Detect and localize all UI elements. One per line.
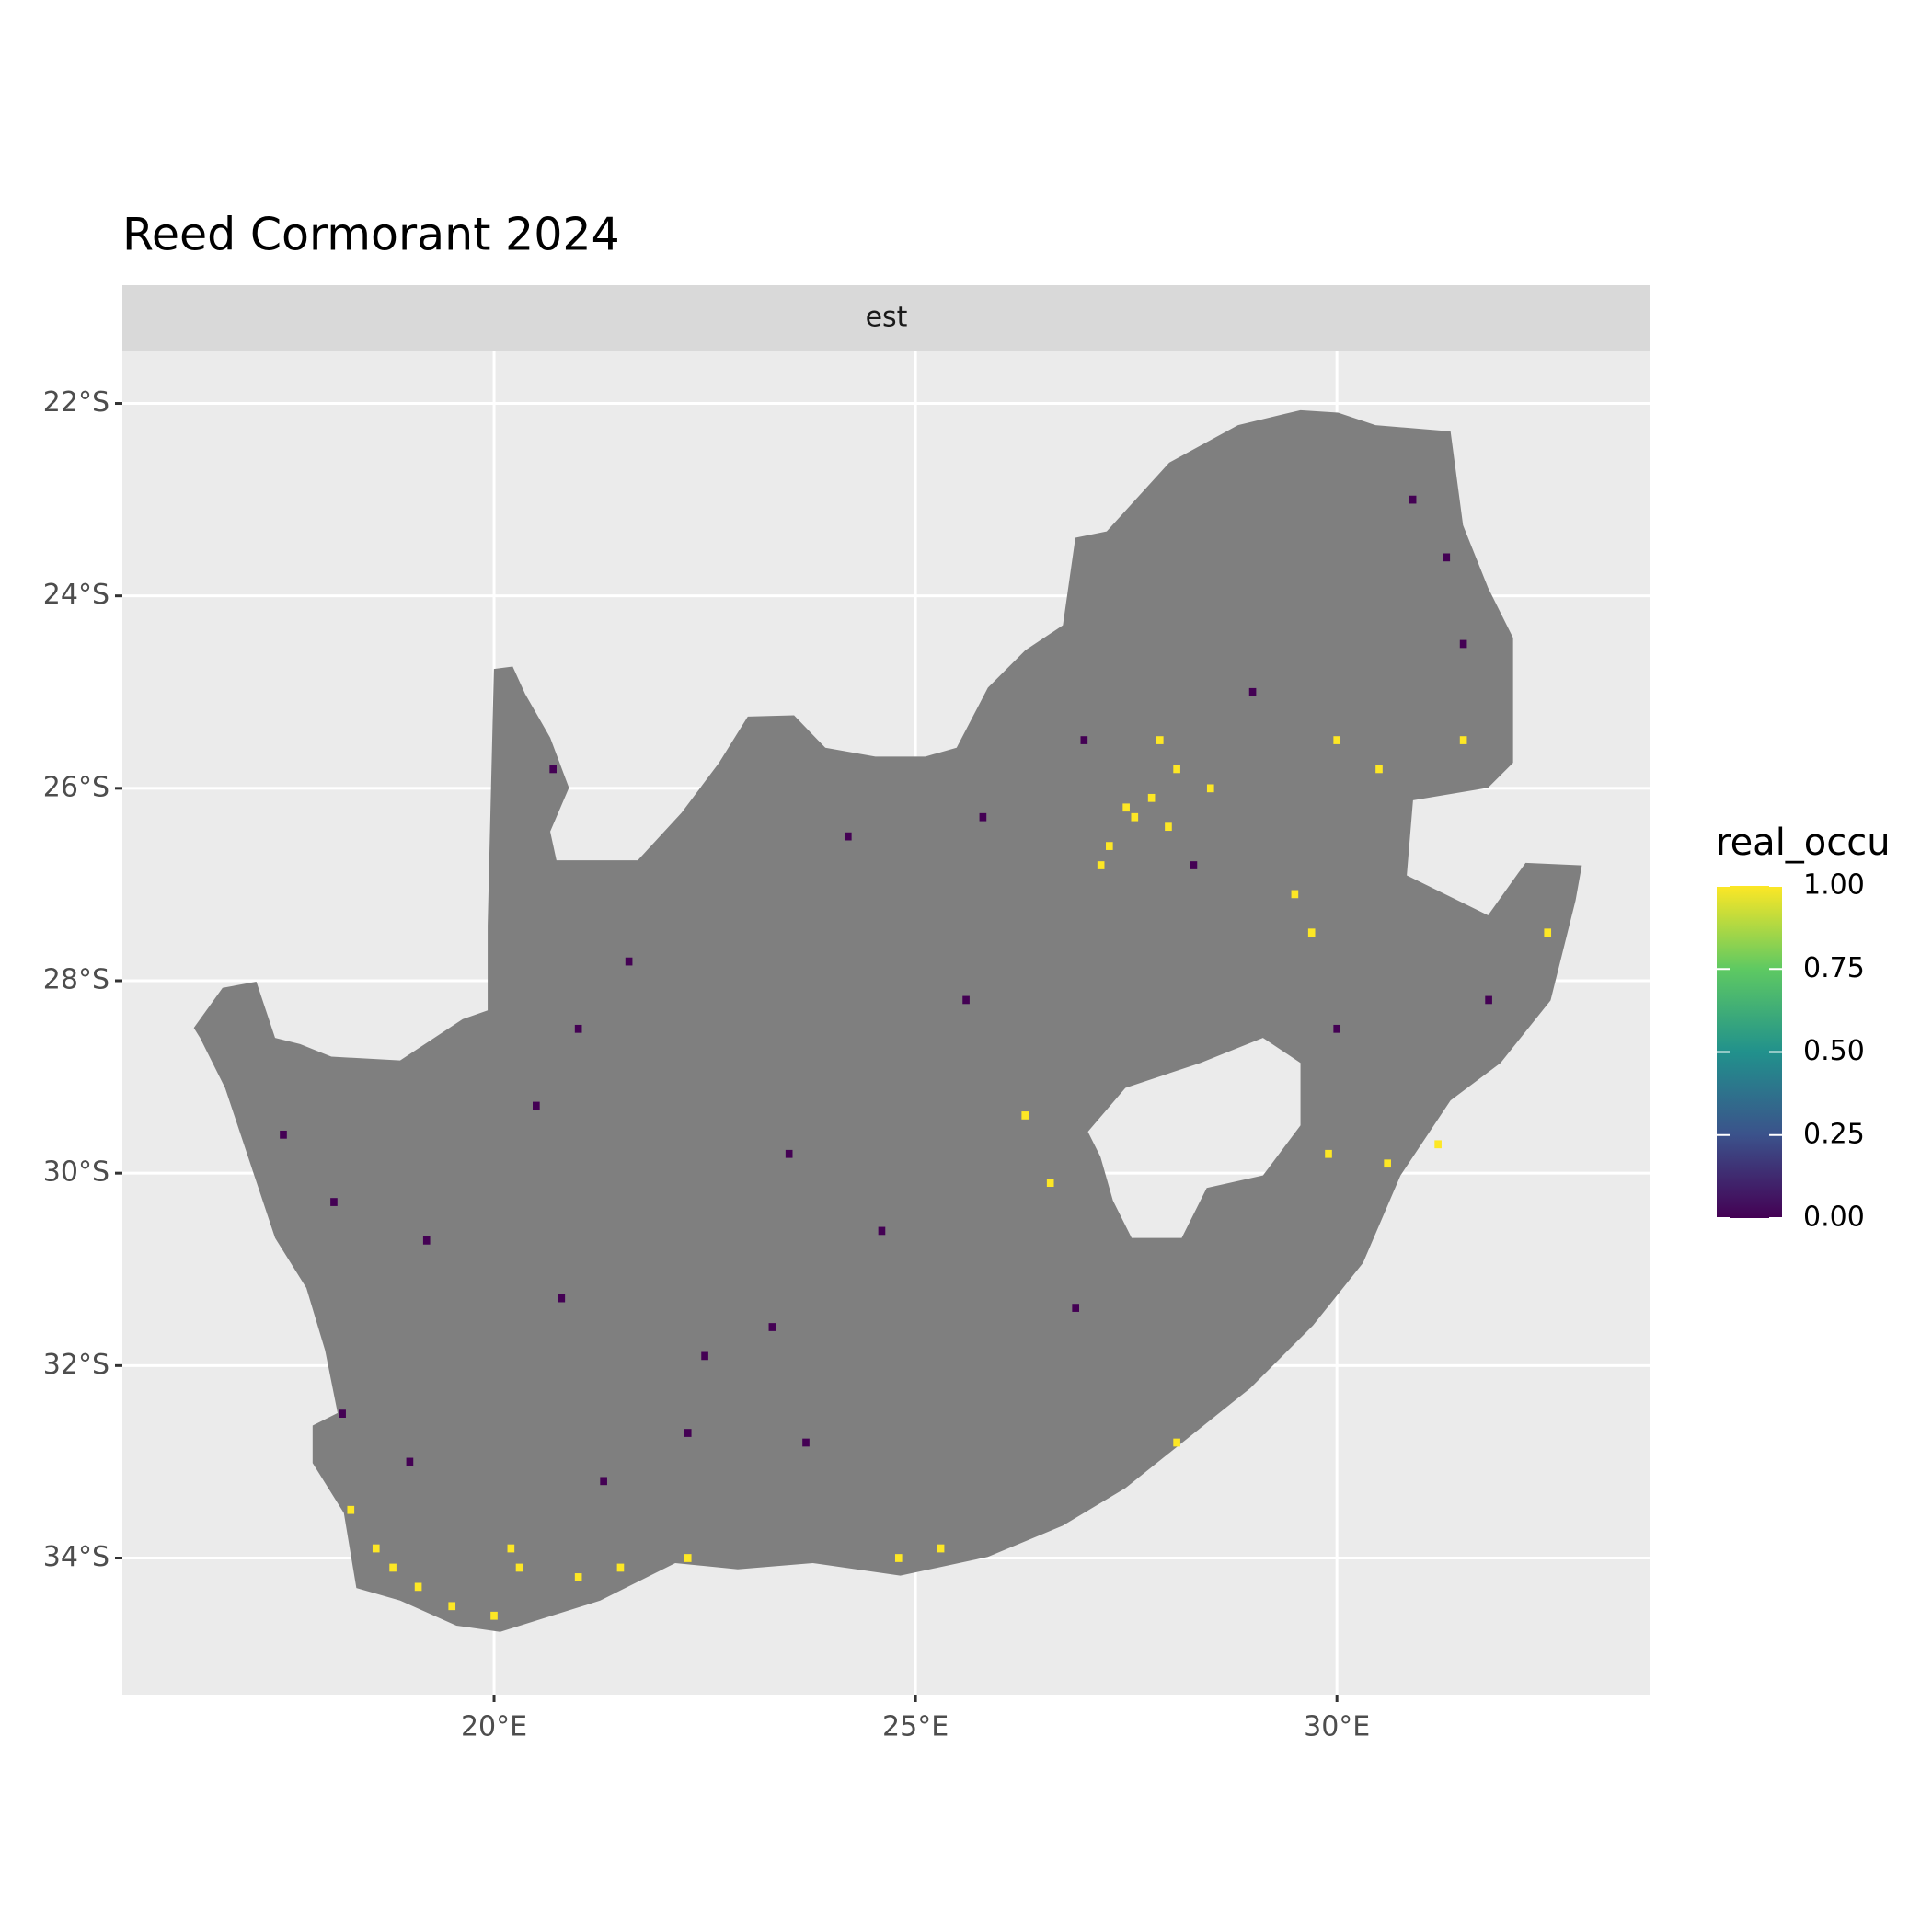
cell xyxy=(1333,736,1341,744)
legend: 0.00 0.25 0.50 0.75 1.00 xyxy=(1717,869,1865,1234)
cell xyxy=(1485,995,1492,1005)
cell xyxy=(330,1198,338,1206)
cell xyxy=(558,1294,566,1303)
cell xyxy=(490,1611,498,1620)
x-tick-label: 25°E xyxy=(882,1711,949,1743)
cell xyxy=(962,995,970,1005)
cell xyxy=(1544,928,1552,937)
cell xyxy=(533,1101,540,1110)
cell xyxy=(625,957,633,966)
y-tick-label: 30°S xyxy=(43,1156,109,1189)
y-tick-label: 22°S xyxy=(43,386,109,419)
cell xyxy=(1190,861,1198,869)
y-tick-label: 34°S xyxy=(43,1541,109,1573)
cell xyxy=(389,1563,397,1572)
cell xyxy=(1325,1149,1332,1158)
x-tick-label: 30°E xyxy=(1304,1711,1370,1743)
cell xyxy=(1291,890,1299,899)
cell xyxy=(1173,765,1180,774)
axes: 22°S 24°S 26°S 28°S 30°S 32°S 34°S 20°E 25°E 30°E xyxy=(43,386,1370,1742)
cell xyxy=(684,1554,692,1562)
legend-title: real_occu xyxy=(1716,822,1891,864)
cell xyxy=(574,1024,582,1033)
country xyxy=(193,409,1582,1632)
y-tick-label: 24°S xyxy=(43,579,109,611)
legend-tick-label: 0.75 xyxy=(1803,952,1865,984)
cell xyxy=(1046,1179,1054,1187)
cell xyxy=(1021,1111,1029,1120)
cell xyxy=(1165,822,1172,832)
cell xyxy=(979,812,987,822)
cell xyxy=(280,1130,287,1139)
cell xyxy=(574,1573,582,1581)
cell xyxy=(406,1457,414,1466)
cell xyxy=(684,1429,692,1437)
cell xyxy=(1147,793,1156,802)
cell xyxy=(515,1563,523,1572)
cell xyxy=(414,1582,422,1592)
cell xyxy=(1122,803,1130,812)
cell xyxy=(1384,1159,1391,1168)
cell xyxy=(1097,861,1105,869)
cell xyxy=(347,1505,355,1514)
cell xyxy=(1156,736,1164,744)
cell xyxy=(878,1226,886,1236)
cell xyxy=(1106,842,1113,850)
facet-strip xyxy=(122,285,1650,351)
cell xyxy=(1443,553,1451,562)
cell xyxy=(1459,639,1467,649)
cell xyxy=(802,1438,810,1447)
legend-tick-label: 0.25 xyxy=(1803,1118,1865,1150)
y-tick-label: 28°S xyxy=(43,964,109,996)
legend-tick-label: 0.50 xyxy=(1803,1035,1865,1067)
chart-title: Reed Cormorant 2024 xyxy=(122,209,620,261)
y-tick-label: 26°S xyxy=(43,771,109,803)
cell xyxy=(785,1149,793,1158)
cell xyxy=(1173,1438,1180,1447)
cell xyxy=(1375,765,1383,774)
legend-tick-label: 1.00 xyxy=(1803,869,1865,902)
cell xyxy=(701,1351,708,1361)
cell xyxy=(1409,495,1417,504)
facet-label: est xyxy=(866,302,908,334)
cell xyxy=(616,1563,625,1572)
y-tick-label: 32°S xyxy=(43,1349,109,1381)
cell xyxy=(422,1236,431,1245)
x-tick-label: 20°E xyxy=(461,1711,527,1743)
cell xyxy=(894,1554,903,1562)
cell xyxy=(600,1477,607,1486)
cell xyxy=(844,832,852,841)
cell xyxy=(1131,812,1139,822)
cell xyxy=(1434,1140,1442,1149)
cell xyxy=(549,765,557,774)
land-area xyxy=(193,409,1582,1632)
cell xyxy=(1072,1304,1079,1312)
legend-tick-label: 0.00 xyxy=(1803,1202,1865,1234)
cell xyxy=(372,1544,380,1553)
cell xyxy=(768,1323,776,1331)
cell xyxy=(448,1602,456,1611)
cell xyxy=(1333,1024,1341,1033)
cell xyxy=(1307,928,1316,937)
cell xyxy=(1206,784,1214,793)
cell xyxy=(1248,687,1257,696)
cell xyxy=(1459,736,1467,744)
cell xyxy=(937,1544,945,1553)
cell xyxy=(1080,736,1088,744)
cell xyxy=(339,1409,346,1418)
cell xyxy=(507,1544,515,1553)
cells xyxy=(280,495,1552,1620)
